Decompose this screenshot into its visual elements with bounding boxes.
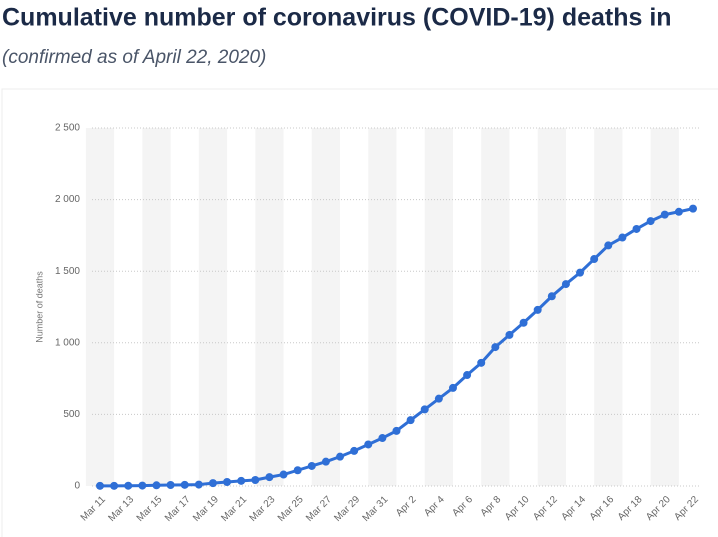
point <box>505 330 514 339</box>
point <box>251 475 260 484</box>
point <box>477 358 486 367</box>
band <box>311 128 341 486</box>
y-tick-label: 2 500 <box>55 123 80 134</box>
point <box>265 473 274 482</box>
y-axis-label: Number of deaths <box>34 271 44 343</box>
point <box>561 280 570 289</box>
band <box>424 128 453 486</box>
point <box>237 476 246 485</box>
point <box>208 479 217 488</box>
y-tick-label: 1 000 <box>55 337 80 348</box>
point <box>293 466 302 475</box>
point <box>321 457 330 466</box>
point <box>463 371 472 380</box>
point <box>279 470 288 479</box>
point <box>448 383 457 392</box>
point <box>689 204 697 213</box>
band <box>368 128 397 486</box>
point <box>124 481 133 490</box>
point <box>378 434 387 443</box>
point <box>646 217 655 226</box>
point <box>618 233 627 242</box>
point <box>138 481 147 490</box>
chart-title: Cumulative number of coronavirus (COVID-… <box>2 4 672 32</box>
point <box>166 480 175 489</box>
point <box>336 452 345 461</box>
point <box>519 318 528 327</box>
point <box>392 426 401 435</box>
point <box>96 481 104 490</box>
point <box>491 343 500 352</box>
point <box>420 405 429 414</box>
band <box>198 128 228 486</box>
point <box>576 268 585 277</box>
point <box>533 305 542 314</box>
band <box>650 128 679 486</box>
point <box>674 207 683 216</box>
point <box>632 224 641 233</box>
y-tick-label: 500 <box>63 409 80 420</box>
point <box>152 481 161 490</box>
point <box>110 481 119 490</box>
y-tick-label: 1 500 <box>55 266 80 277</box>
point <box>590 255 599 264</box>
point <box>434 394 443 403</box>
point <box>364 440 373 449</box>
point <box>350 446 359 455</box>
point <box>660 210 669 219</box>
point <box>547 292 556 301</box>
y-tick-label: 2 000 <box>55 194 80 205</box>
band <box>85 128 115 486</box>
y-tick-label: 0 <box>74 481 80 492</box>
point <box>406 416 415 425</box>
point <box>307 461 316 470</box>
band <box>481 128 510 486</box>
chart-subtitle: (confirmed as of April 22, 2020) <box>2 47 266 68</box>
point <box>223 477 232 486</box>
point <box>194 480 203 489</box>
band <box>255 128 284 486</box>
point <box>604 241 613 250</box>
band <box>594 128 623 486</box>
band <box>142 128 171 486</box>
point <box>180 480 189 489</box>
